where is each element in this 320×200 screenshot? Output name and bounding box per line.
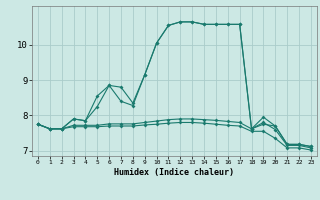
X-axis label: Humidex (Indice chaleur): Humidex (Indice chaleur) [115, 168, 234, 177]
